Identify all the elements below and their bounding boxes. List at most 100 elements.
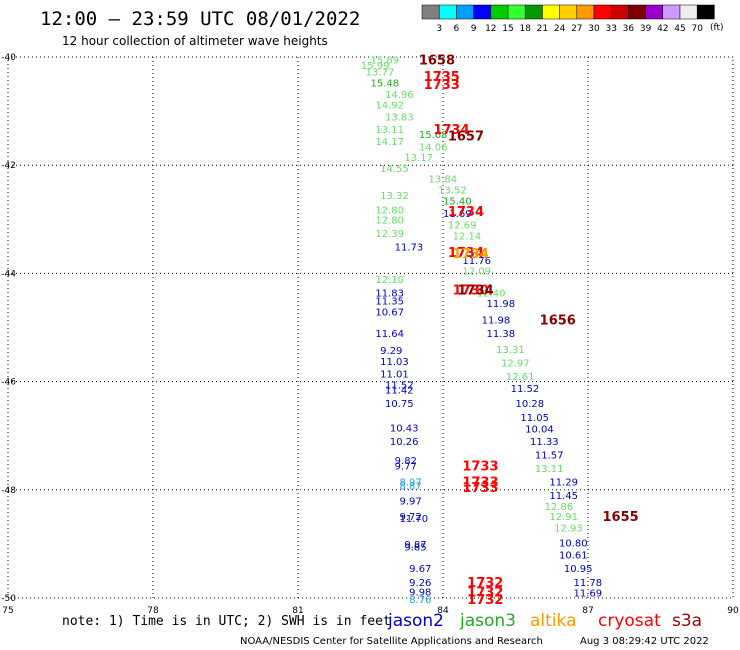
wave-height-point: 12.39 <box>375 229 404 240</box>
wave-height-point: 9.26 <box>409 578 431 589</box>
y-tick-label: -44 <box>1 269 16 279</box>
pass-time-label: 1655 <box>603 510 639 525</box>
wave-height-point: 12.97 <box>501 359 530 370</box>
wave-height-point: 11.03 <box>380 357 409 368</box>
wave-height-point: 14.17 <box>375 137 404 148</box>
wave-height-point: 12.93 <box>554 524 583 535</box>
colorbar-label: 39 <box>640 24 652 34</box>
wave-height-point: 14.06 <box>419 142 448 153</box>
pass-time-label: 1733 <box>462 459 498 474</box>
wave-height-point: 15.68 <box>419 130 448 141</box>
colorbar-label: 27 <box>571 24 582 34</box>
y-tick-label: -46 <box>1 378 16 388</box>
wave-height-point: 11.57 <box>535 451 564 462</box>
colorbar-swatch <box>542 4 560 20</box>
x-tick-label: 78 <box>147 606 159 616</box>
wave-height-point: 11.78 <box>574 578 603 589</box>
pass-time-label: 1733 <box>424 78 460 93</box>
wave-height-point: 13.77 <box>366 68 395 79</box>
pass-time-label: 1734 <box>453 247 489 262</box>
pass-time-label: 1734 <box>433 123 469 138</box>
wave-height-point: 11.98 <box>482 315 511 326</box>
colorbar-swatch <box>559 4 578 20</box>
colorbar-label: 12 <box>485 24 496 34</box>
pass-time-label: 1730 <box>453 284 489 299</box>
colorbar-label: 6 <box>454 24 460 34</box>
pass-time-label: 1734 <box>448 205 484 220</box>
colorbar-swatch <box>456 4 474 20</box>
wave-height-point: 12.09 <box>462 267 491 278</box>
wave-height-point: 14.96 <box>385 90 414 101</box>
y-tick-label: -50 <box>1 594 16 604</box>
wave-height-point: 8.97 <box>400 478 422 489</box>
wave-height-point: 13.11 <box>535 464 564 475</box>
wave-height-point: 12.10 <box>375 275 404 286</box>
wave-height-point: 11.35 <box>375 296 404 307</box>
colorbar-unit: (ft) <box>710 23 724 33</box>
wave-height-point: 11.73 <box>395 242 424 253</box>
pass-time-label: 1656 <box>540 313 576 328</box>
pass-time-label: 1732 <box>467 576 503 591</box>
wave-height-point: 12.91 <box>549 512 578 523</box>
legend-jason2: jason2 <box>387 611 444 631</box>
colorbar-label: 30 <box>588 24 600 34</box>
page-title: 12:00 – 23:59 UTC 08/01/2022 <box>40 8 360 30</box>
y-tick-label: -40 <box>1 53 16 63</box>
wave-height-point: 11.38 <box>487 329 516 340</box>
wave-height-point: 8.76 <box>409 595 431 606</box>
wave-height-point: 10.67 <box>375 307 404 318</box>
x-tick-label: 75 <box>2 606 13 616</box>
wave-height-point: 13.17 <box>404 153 433 164</box>
wave-height-point: 11.70 <box>400 514 429 525</box>
footer-timestamp: Aug 3 08:29:42 UTC 2022 <box>580 636 709 647</box>
pass-time-label: 1734 <box>458 284 494 299</box>
colorbar-swatch <box>696 4 715 20</box>
pass-time-label: 1733 <box>462 476 498 491</box>
colorbar-swatch <box>593 4 612 20</box>
legend-altika: altika <box>530 611 577 631</box>
wave-height-point: 14.55 <box>380 164 409 175</box>
colorbar-label: 9 <box>471 24 477 34</box>
colorbar-swatch <box>421 4 440 20</box>
colorbar-swatch <box>662 4 681 20</box>
x-tick-label: 87 <box>582 606 593 616</box>
colorbar-label: 15 <box>502 24 513 34</box>
footer-credit: NOAA/NESDIS Center for Satellite Applica… <box>240 636 543 647</box>
wave-height-point: 9.97 <box>400 497 422 508</box>
colorbar-swatch <box>524 4 543 20</box>
page-subtitle: 12 hour collection of altimeter wave hei… <box>62 34 328 48</box>
wave-height-point: 9.87 <box>404 540 426 551</box>
legend-s3a: s3a <box>672 611 702 631</box>
wave-height-point: 10.28 <box>516 399 545 410</box>
wave-height-point: 11.42 <box>385 386 414 397</box>
colorbar-swatch <box>576 4 595 20</box>
wave-height-point: 11.52 <box>385 380 414 391</box>
wave-height-point: 10.43 <box>390 424 419 435</box>
wave-height-point: 10.61 <box>559 551 588 562</box>
colorbar-label: 33 <box>605 24 616 34</box>
legend-jason3: jason3 <box>459 611 516 631</box>
x-tick-label: 84 <box>437 606 449 616</box>
wave-height-point: 11.98 <box>487 299 516 310</box>
colorbar-swatch <box>473 4 492 20</box>
wave-height-point: 11.01 <box>380 369 409 380</box>
wave-height-point: 11.64 <box>375 329 404 340</box>
wave-height-point: 9.82 <box>395 456 417 467</box>
colorbar-swatch <box>645 4 664 20</box>
colorbar-label: 45 <box>674 24 685 34</box>
pass-time-label: 1657 <box>448 129 484 144</box>
colorbar-swatch <box>507 4 526 20</box>
legend: jason2 jason3 altika cryosat s3a <box>387 611 702 631</box>
wave-height-point: 11.52 <box>511 384 540 395</box>
wave-height-point: 9.77 <box>395 461 417 472</box>
map-axes: 75 78 81 84 87 90 -40 -42 -44 -46 -48 -50 <box>1 53 739 616</box>
x-tick-label: 81 <box>292 606 303 616</box>
colorbar-swatch <box>610 4 629 20</box>
pass-time-label: 1732 <box>467 586 503 601</box>
pass-time-label: 1734 <box>448 246 484 261</box>
wave-height-point: 11.69 <box>443 209 472 220</box>
colorbar-label: 24 <box>554 24 566 34</box>
wave-height-point: 11.45 <box>549 491 578 502</box>
wave-height-point: 12.80 <box>375 215 404 226</box>
wave-height-point: 9.98 <box>409 588 431 599</box>
